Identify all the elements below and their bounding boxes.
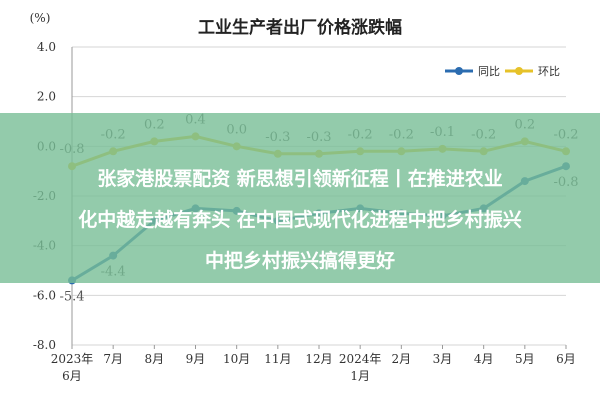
overlay-line-2: 化中越走越有奔头 在中国式现代化进程中把乡村振兴 — [78, 209, 522, 231]
legend-entry: 环比 — [538, 65, 560, 78]
x-tick-label: 1月 — [350, 369, 370, 383]
y-tick-label: -8.0 — [33, 338, 56, 352]
y-tick-label: 4.0 — [37, 40, 56, 54]
legend-entry: 同比 — [478, 65, 500, 78]
x-tick-label: 11月 — [264, 352, 291, 366]
x-tick-label: 2月 — [392, 352, 412, 366]
x-tick-label: 6月 — [556, 352, 576, 366]
x-tick-label: 7月 — [103, 352, 123, 366]
overlay-banner — [0, 113, 600, 283]
x-tick-label: 6月 — [62, 369, 82, 383]
chart-title: 工业生产者出厂价格涨跌幅 — [198, 17, 402, 38]
x-tick-label: 12月 — [305, 352, 332, 366]
x-axis: 2023年 6月 7月 8月 9月 10月 11月 12月 2024年 1月 2月 3月 4月 5月 6月 — [51, 345, 576, 383]
y-tick-label: -6.0 — [33, 288, 56, 302]
data-label: -5.4 — [59, 289, 84, 304]
x-tick-label: 3月 — [433, 352, 453, 366]
overlay-line-1: 张家港股票配资 新思想引领新征程丨在推进农业 — [97, 168, 503, 190]
y-axis-unit: (%) — [30, 11, 51, 25]
x-tick-label: 8月 — [145, 352, 165, 366]
x-tick-label: 2023年 — [51, 352, 94, 366]
legend: 同比 环比 — [445, 65, 560, 78]
x-tick-label: 2024年 — [339, 352, 382, 366]
y-tick-label: 2.0 — [37, 90, 56, 104]
x-tick-label: 5月 — [515, 352, 535, 366]
x-tick-label: 9月 — [186, 352, 206, 366]
overlay-line-3: 中把乡村振兴搞得更好 — [204, 250, 395, 272]
x-tick-label: 10月 — [223, 352, 250, 366]
legend-marker — [515, 67, 523, 75]
x-tick-label: 4月 — [474, 352, 494, 366]
legend-marker — [455, 67, 463, 75]
